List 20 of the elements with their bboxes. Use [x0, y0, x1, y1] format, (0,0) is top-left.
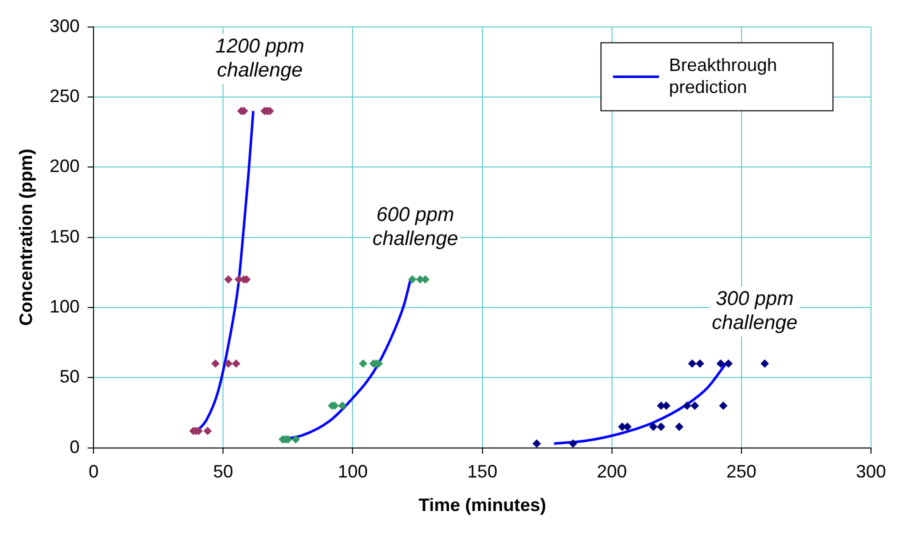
- x-tick-label: 150: [467, 462, 498, 482]
- y-tick-label: 250: [50, 86, 80, 106]
- annotation: 600 ppm challenge: [372, 204, 458, 250]
- y-tick-label: 0: [70, 436, 80, 457]
- x-tick-label: 100: [338, 462, 368, 482]
- x-tick-label: 50: [213, 462, 234, 482]
- x-tick-label: 300: [856, 462, 886, 482]
- y-tick-label: 100: [50, 296, 80, 316]
- y-tick-label: 50: [60, 366, 80, 387]
- y-tick-label: 200: [50, 156, 80, 176]
- y-tick-label: 300: [50, 16, 80, 36]
- x-tick-label: 250: [726, 462, 756, 482]
- x-tick-label: 200: [596, 462, 627, 482]
- x-tick-label: 0: [88, 462, 99, 482]
- x-axis-title: Time (minutes): [418, 495, 546, 516]
- annotation: 1200 ppm challenge: [215, 36, 304, 82]
- legend-label: Breakthrough prediction: [668, 54, 778, 97]
- annotation: 300 ppm challenge: [712, 288, 798, 334]
- y-axis-title: Concentration (ppm): [16, 148, 36, 326]
- y-tick-label: 150: [50, 226, 80, 246]
